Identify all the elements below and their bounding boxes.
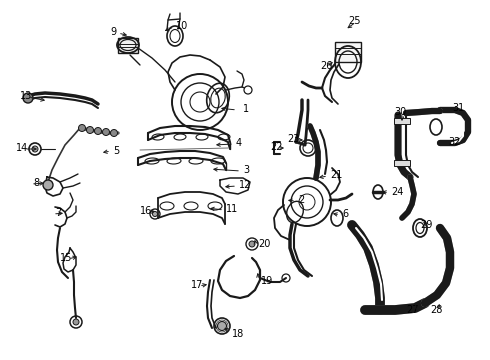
Text: 14: 14 [16, 143, 28, 153]
Text: 30: 30 [394, 107, 406, 117]
Text: 4: 4 [236, 138, 242, 148]
Circle shape [23, 93, 33, 103]
Circle shape [111, 130, 118, 136]
Text: 17: 17 [191, 280, 203, 290]
Text: 10: 10 [176, 21, 188, 31]
Text: 29: 29 [420, 220, 432, 230]
Circle shape [78, 125, 85, 131]
Text: 5: 5 [113, 146, 119, 156]
Text: 25: 25 [348, 16, 361, 26]
Text: 20: 20 [258, 239, 270, 249]
Text: 6: 6 [342, 209, 348, 219]
Circle shape [73, 319, 79, 325]
Bar [394, 160, 410, 166]
Text: 9: 9 [110, 27, 116, 37]
Text: 27: 27 [406, 305, 418, 315]
Text: 21: 21 [330, 170, 343, 180]
Text: 22: 22 [270, 142, 283, 152]
Bar [118, 38, 138, 53]
Text: 23: 23 [287, 134, 299, 144]
Circle shape [32, 146, 38, 152]
Text: 15: 15 [60, 253, 73, 263]
Bar [394, 118, 410, 124]
Bar [335, 42, 361, 62]
Text: 28: 28 [430, 305, 442, 315]
Circle shape [87, 126, 94, 134]
Text: 11: 11 [226, 204, 238, 214]
Text: 31: 31 [452, 103, 464, 113]
Text: 19: 19 [261, 276, 273, 286]
Circle shape [249, 241, 255, 247]
Text: 1: 1 [243, 104, 249, 114]
Text: 13: 13 [20, 91, 32, 101]
Text: 12: 12 [239, 180, 251, 190]
Text: 2: 2 [298, 195, 304, 205]
Circle shape [43, 180, 53, 190]
Text: 7: 7 [55, 208, 61, 218]
Circle shape [152, 211, 157, 216]
Text: 32: 32 [448, 137, 461, 147]
Circle shape [102, 129, 109, 135]
Text: 16: 16 [140, 206, 152, 216]
Circle shape [218, 321, 226, 330]
Circle shape [244, 86, 252, 94]
Text: 8: 8 [33, 178, 39, 188]
Text: 24: 24 [391, 187, 403, 197]
Text: 26: 26 [320, 61, 332, 71]
Circle shape [95, 127, 101, 135]
Text: 3: 3 [243, 165, 249, 175]
Text: 18: 18 [232, 329, 244, 339]
